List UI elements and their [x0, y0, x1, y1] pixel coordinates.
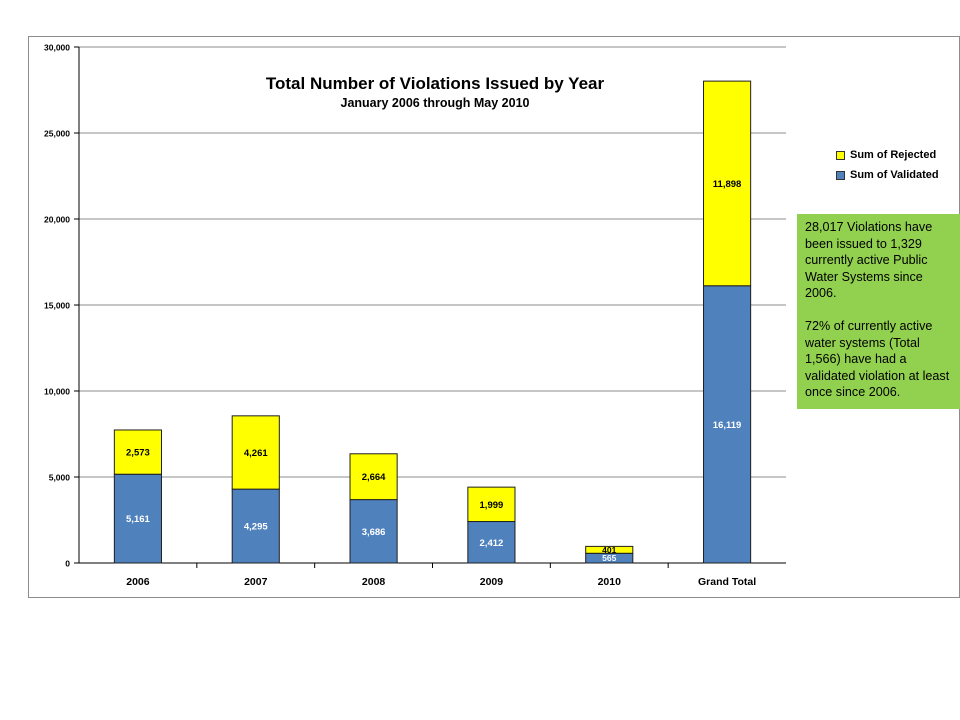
bar-validated — [349, 499, 398, 564]
chart-subtitle: January 2006 through May 2010 — [340, 96, 530, 110]
x-tick-label: 2009 — [480, 576, 504, 588]
x-tick-label: 2006 — [126, 576, 150, 588]
chart-legend: Sum of Rejected Sum of Validated — [836, 145, 939, 185]
bar-rejected — [349, 453, 398, 501]
data-label-validated: 3,686 — [362, 527, 386, 538]
legend-item-validated: Sum of Validated — [836, 165, 939, 185]
data-label-validated: 16,119 — [713, 420, 742, 431]
data-label-validated: 2,412 — [480, 538, 504, 549]
legend-item-rejected: Sum of Rejected — [836, 145, 939, 165]
bar-rejected — [231, 415, 280, 490]
bar-rejected — [467, 486, 516, 523]
x-tick-label: Grand Total — [698, 576, 756, 588]
y-tick-label: 10,000 — [44, 387, 70, 397]
data-label-rejected: 1,999 — [480, 500, 504, 511]
x-tick-label: 2007 — [244, 576, 268, 588]
data-label-validated: 5,161 — [126, 514, 150, 525]
y-tick-label: 30,000 — [44, 43, 70, 53]
y-tick-label: 0 — [65, 559, 70, 569]
bar-validated — [113, 473, 162, 564]
chart-title: Total Number of Violations Issued by Yea… — [265, 74, 605, 93]
summary-note-paragraph-1: 28,017 Violations have been issued to 1,… — [805, 220, 933, 300]
legend-swatch-validated — [836, 170, 845, 180]
legend-label-validated: Sum of Validated — [850, 169, 939, 181]
bar-rejected — [585, 545, 634, 554]
y-tick-label: 5,000 — [49, 473, 71, 483]
x-tick-label: 2010 — [598, 576, 622, 588]
y-tick-label: 15,000 — [44, 301, 70, 311]
data-label-validated: 565 — [602, 553, 616, 563]
legend-label-rejected: Sum of Rejected — [850, 149, 937, 161]
legend-swatch-rejected — [836, 150, 845, 160]
data-label-rejected: 11,898 — [713, 179, 742, 190]
x-tick-label: 2008 — [362, 576, 386, 588]
bar-rejected — [703, 80, 752, 287]
data-label-rejected: 2,664 — [362, 472, 386, 483]
summary-note: 28,017 Violations have been issued to 1,… — [797, 214, 960, 409]
data-label-validated: 4,295 — [244, 522, 268, 533]
summary-note-paragraph-2: 72% of currently active water systems (T… — [805, 319, 950, 399]
data-label-rejected: 2,573 — [126, 448, 150, 459]
y-tick-label: 25,000 — [44, 129, 70, 139]
y-tick-label: 20,000 — [44, 215, 70, 225]
data-label-rejected: 401 — [602, 545, 616, 555]
bar-rejected — [113, 429, 162, 475]
bar-validated — [703, 285, 752, 564]
bar-validated — [467, 521, 516, 564]
data-label-rejected: 4,261 — [244, 448, 268, 459]
